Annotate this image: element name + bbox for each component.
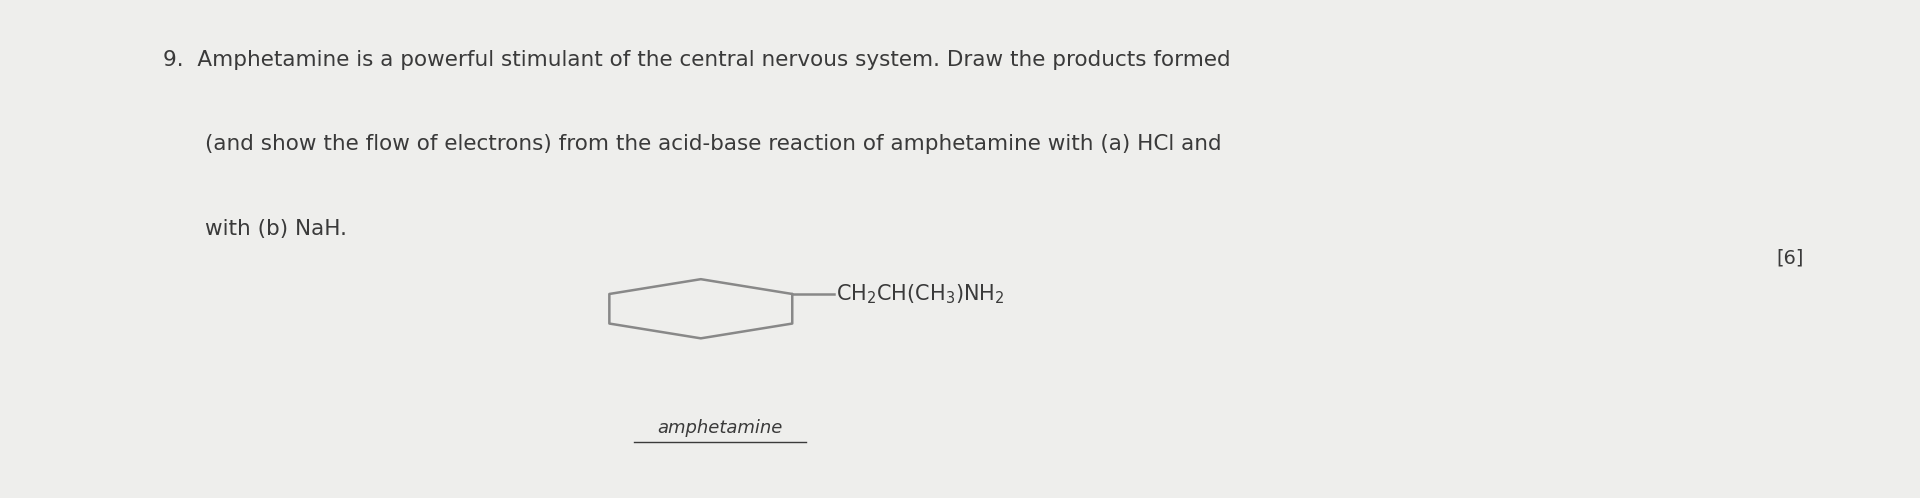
Text: $\mathsf{CH_2CH(CH_3)NH_2}$: $\mathsf{CH_2CH(CH_3)NH_2}$ xyxy=(837,282,1006,306)
Text: 9.  Amphetamine is a powerful stimulant of the central nervous system. Draw the : 9. Amphetamine is a powerful stimulant o… xyxy=(163,50,1231,70)
Text: [6]: [6] xyxy=(1776,249,1803,268)
Text: amphetamine: amphetamine xyxy=(657,419,783,437)
Text: (and show the flow of electrons) from the acid-base reaction of amphetamine with: (and show the flow of electrons) from th… xyxy=(205,134,1221,154)
Text: with (b) NaH.: with (b) NaH. xyxy=(205,219,348,239)
